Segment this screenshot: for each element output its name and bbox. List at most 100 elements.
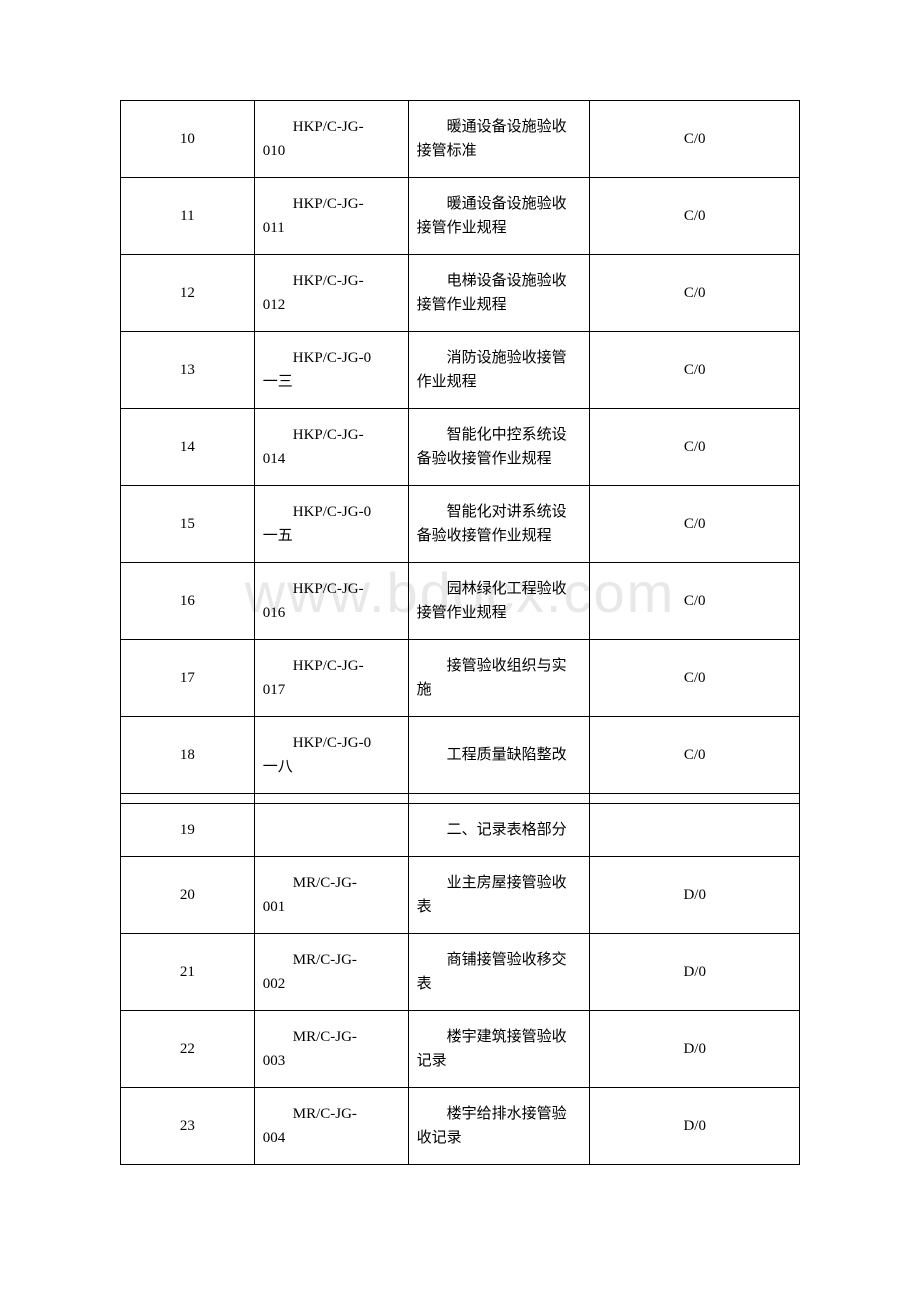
table-row: 23MR/C-JG-004楼宇给排水接管验收记录D/0 — [121, 1088, 800, 1165]
code-line1: MR/C-JG- — [263, 1025, 400, 1049]
index-cell: 22 — [121, 1011, 255, 1088]
code-cell: HKP/C-JG-0一八 — [254, 717, 408, 794]
document-table: 10HKP/C-JG-010暖通设备设施验收接管标准C/011HKP/C-JG-… — [120, 100, 800, 1165]
code-cell: HKP/C-JG-017 — [254, 640, 408, 717]
description-text: 工程质量缺陷整改 — [417, 743, 582, 767]
code-line2: 002 — [263, 972, 400, 996]
spacer-cell — [590, 794, 800, 804]
revision-cell: C/0 — [590, 255, 800, 332]
code-cell: HKP/C-JG-0一三 — [254, 332, 408, 409]
index-cell: 15 — [121, 486, 255, 563]
description-cell: 二、记录表格部分 — [408, 804, 590, 857]
code-line2: 012 — [263, 293, 400, 317]
code-line1: HKP/C-JG-0 — [263, 731, 400, 755]
code-line2: 014 — [263, 447, 400, 471]
description-text: 楼宇建筑接管验收记录 — [417, 1025, 582, 1073]
table-row: 10HKP/C-JG-010暖通设备设施验收接管标准C/0 — [121, 101, 800, 178]
description-cell: 楼宇给排水接管验收记录 — [408, 1088, 590, 1165]
description-cell: 业主房屋接管验收表 — [408, 857, 590, 934]
description-text: 消防设施验收接管作业规程 — [417, 346, 582, 394]
code-cell: MR/C-JG-001 — [254, 857, 408, 934]
description-text: 智能化对讲系统设备验收接管作业规程 — [417, 500, 582, 548]
index-cell: 20 — [121, 857, 255, 934]
code-line2: 003 — [263, 1049, 400, 1073]
code-line2: 一三 — [263, 370, 400, 394]
table-row: 11HKP/C-JG-011暖通设备设施验收接管作业规程C/0 — [121, 178, 800, 255]
code-line2: 011 — [263, 216, 400, 240]
index-cell: 16 — [121, 563, 255, 640]
revision-cell: D/0 — [590, 857, 800, 934]
description-cell: 园林绿化工程验收接管作业规程 — [408, 563, 590, 640]
table-row: 22MR/C-JG-003楼宇建筑接管验收记录D/0 — [121, 1011, 800, 1088]
table-row: 18HKP/C-JG-0一八工程质量缺陷整改C/0 — [121, 717, 800, 794]
index-cell: 18 — [121, 717, 255, 794]
index-cell: 11 — [121, 178, 255, 255]
table-row: 12HKP/C-JG-012电梯设备设施验收接管作业规程C/0 — [121, 255, 800, 332]
description-text: 楼宇给排水接管验收记录 — [417, 1102, 582, 1150]
code-line2: 010 — [263, 139, 400, 163]
description-text: 暖通设备设施验收接管作业规程 — [417, 192, 582, 240]
code-cell: HKP/C-JG-014 — [254, 409, 408, 486]
revision-cell: C/0 — [590, 486, 800, 563]
description-text: 二、记录表格部分 — [417, 818, 582, 842]
code-cell: HKP/C-JG-016 — [254, 563, 408, 640]
code-cell: HKP/C-JG-010 — [254, 101, 408, 178]
description-cell: 暖通设备设施验收接管作业规程 — [408, 178, 590, 255]
code-cell: MR/C-JG-003 — [254, 1011, 408, 1088]
description-cell: 智能化对讲系统设备验收接管作业规程 — [408, 486, 590, 563]
index-cell: 23 — [121, 1088, 255, 1165]
description-cell: 商铺接管验收移交表 — [408, 934, 590, 1011]
revision-cell: C/0 — [590, 563, 800, 640]
index-cell: 13 — [121, 332, 255, 409]
spacer-cell — [121, 794, 255, 804]
table-row: 17HKP/C-JG-017接管验收组织与实施C/0 — [121, 640, 800, 717]
description-cell: 电梯设备设施验收接管作业规程 — [408, 255, 590, 332]
code-line1: HKP/C-JG- — [263, 423, 400, 447]
table-row: 19二、记录表格部分 — [121, 804, 800, 857]
code-line1: MR/C-JG- — [263, 1102, 400, 1126]
code-cell: MR/C-JG-002 — [254, 934, 408, 1011]
description-text: 园林绿化工程验收接管作业规程 — [417, 577, 582, 625]
page-container: 10HKP/C-JG-010暖通设备设施验收接管标准C/011HKP/C-JG-… — [0, 0, 920, 1265]
table-row — [121, 794, 800, 804]
description-text: 电梯设备设施验收接管作业规程 — [417, 269, 582, 317]
description-text: 商铺接管验收移交表 — [417, 948, 582, 996]
code-line2: 016 — [263, 601, 400, 625]
revision-cell: C/0 — [590, 640, 800, 717]
table-row: 21MR/C-JG-002商铺接管验收移交表D/0 — [121, 934, 800, 1011]
description-cell: 接管验收组织与实施 — [408, 640, 590, 717]
index-cell: 14 — [121, 409, 255, 486]
description-text: 接管验收组织与实施 — [417, 654, 582, 702]
index-cell: 12 — [121, 255, 255, 332]
spacer-cell — [408, 794, 590, 804]
table-row: 16HKP/C-JG-016园林绿化工程验收接管作业规程C/0 — [121, 563, 800, 640]
code-cell: HKP/C-JG-012 — [254, 255, 408, 332]
description-text: 智能化中控系统设备验收接管作业规程 — [417, 423, 582, 471]
revision-cell: C/0 — [590, 409, 800, 486]
code-line2: 017 — [263, 678, 400, 702]
table-row: 15HKP/C-JG-0一五智能化对讲系统设备验收接管作业规程C/0 — [121, 486, 800, 563]
table-row: 14HKP/C-JG-014智能化中控系统设备验收接管作业规程C/0 — [121, 409, 800, 486]
revision-cell: D/0 — [590, 934, 800, 1011]
code-cell: HKP/C-JG-0一五 — [254, 486, 408, 563]
description-cell: 消防设施验收接管作业规程 — [408, 332, 590, 409]
code-cell — [254, 804, 408, 857]
index-cell: 21 — [121, 934, 255, 1011]
code-line1: MR/C-JG- — [263, 871, 400, 895]
description-text: 暖通设备设施验收接管标准 — [417, 115, 582, 163]
code-line2: 一五 — [263, 524, 400, 548]
spacer-cell — [254, 794, 408, 804]
table-row: 13HKP/C-JG-0一三消防设施验收接管作业规程C/0 — [121, 332, 800, 409]
code-line1: HKP/C-JG- — [263, 577, 400, 601]
code-line2: 一八 — [263, 755, 400, 779]
code-line1: HKP/C-JG-0 — [263, 346, 400, 370]
code-line2: 004 — [263, 1126, 400, 1150]
description-cell: 工程质量缺陷整改 — [408, 717, 590, 794]
description-cell: 智能化中控系统设备验收接管作业规程 — [408, 409, 590, 486]
index-cell: 10 — [121, 101, 255, 178]
code-cell: MR/C-JG-004 — [254, 1088, 408, 1165]
code-line1: HKP/C-JG- — [263, 192, 400, 216]
description-cell: 暖通设备设施验收接管标准 — [408, 101, 590, 178]
revision-cell: C/0 — [590, 332, 800, 409]
description-cell: 楼宇建筑接管验收记录 — [408, 1011, 590, 1088]
